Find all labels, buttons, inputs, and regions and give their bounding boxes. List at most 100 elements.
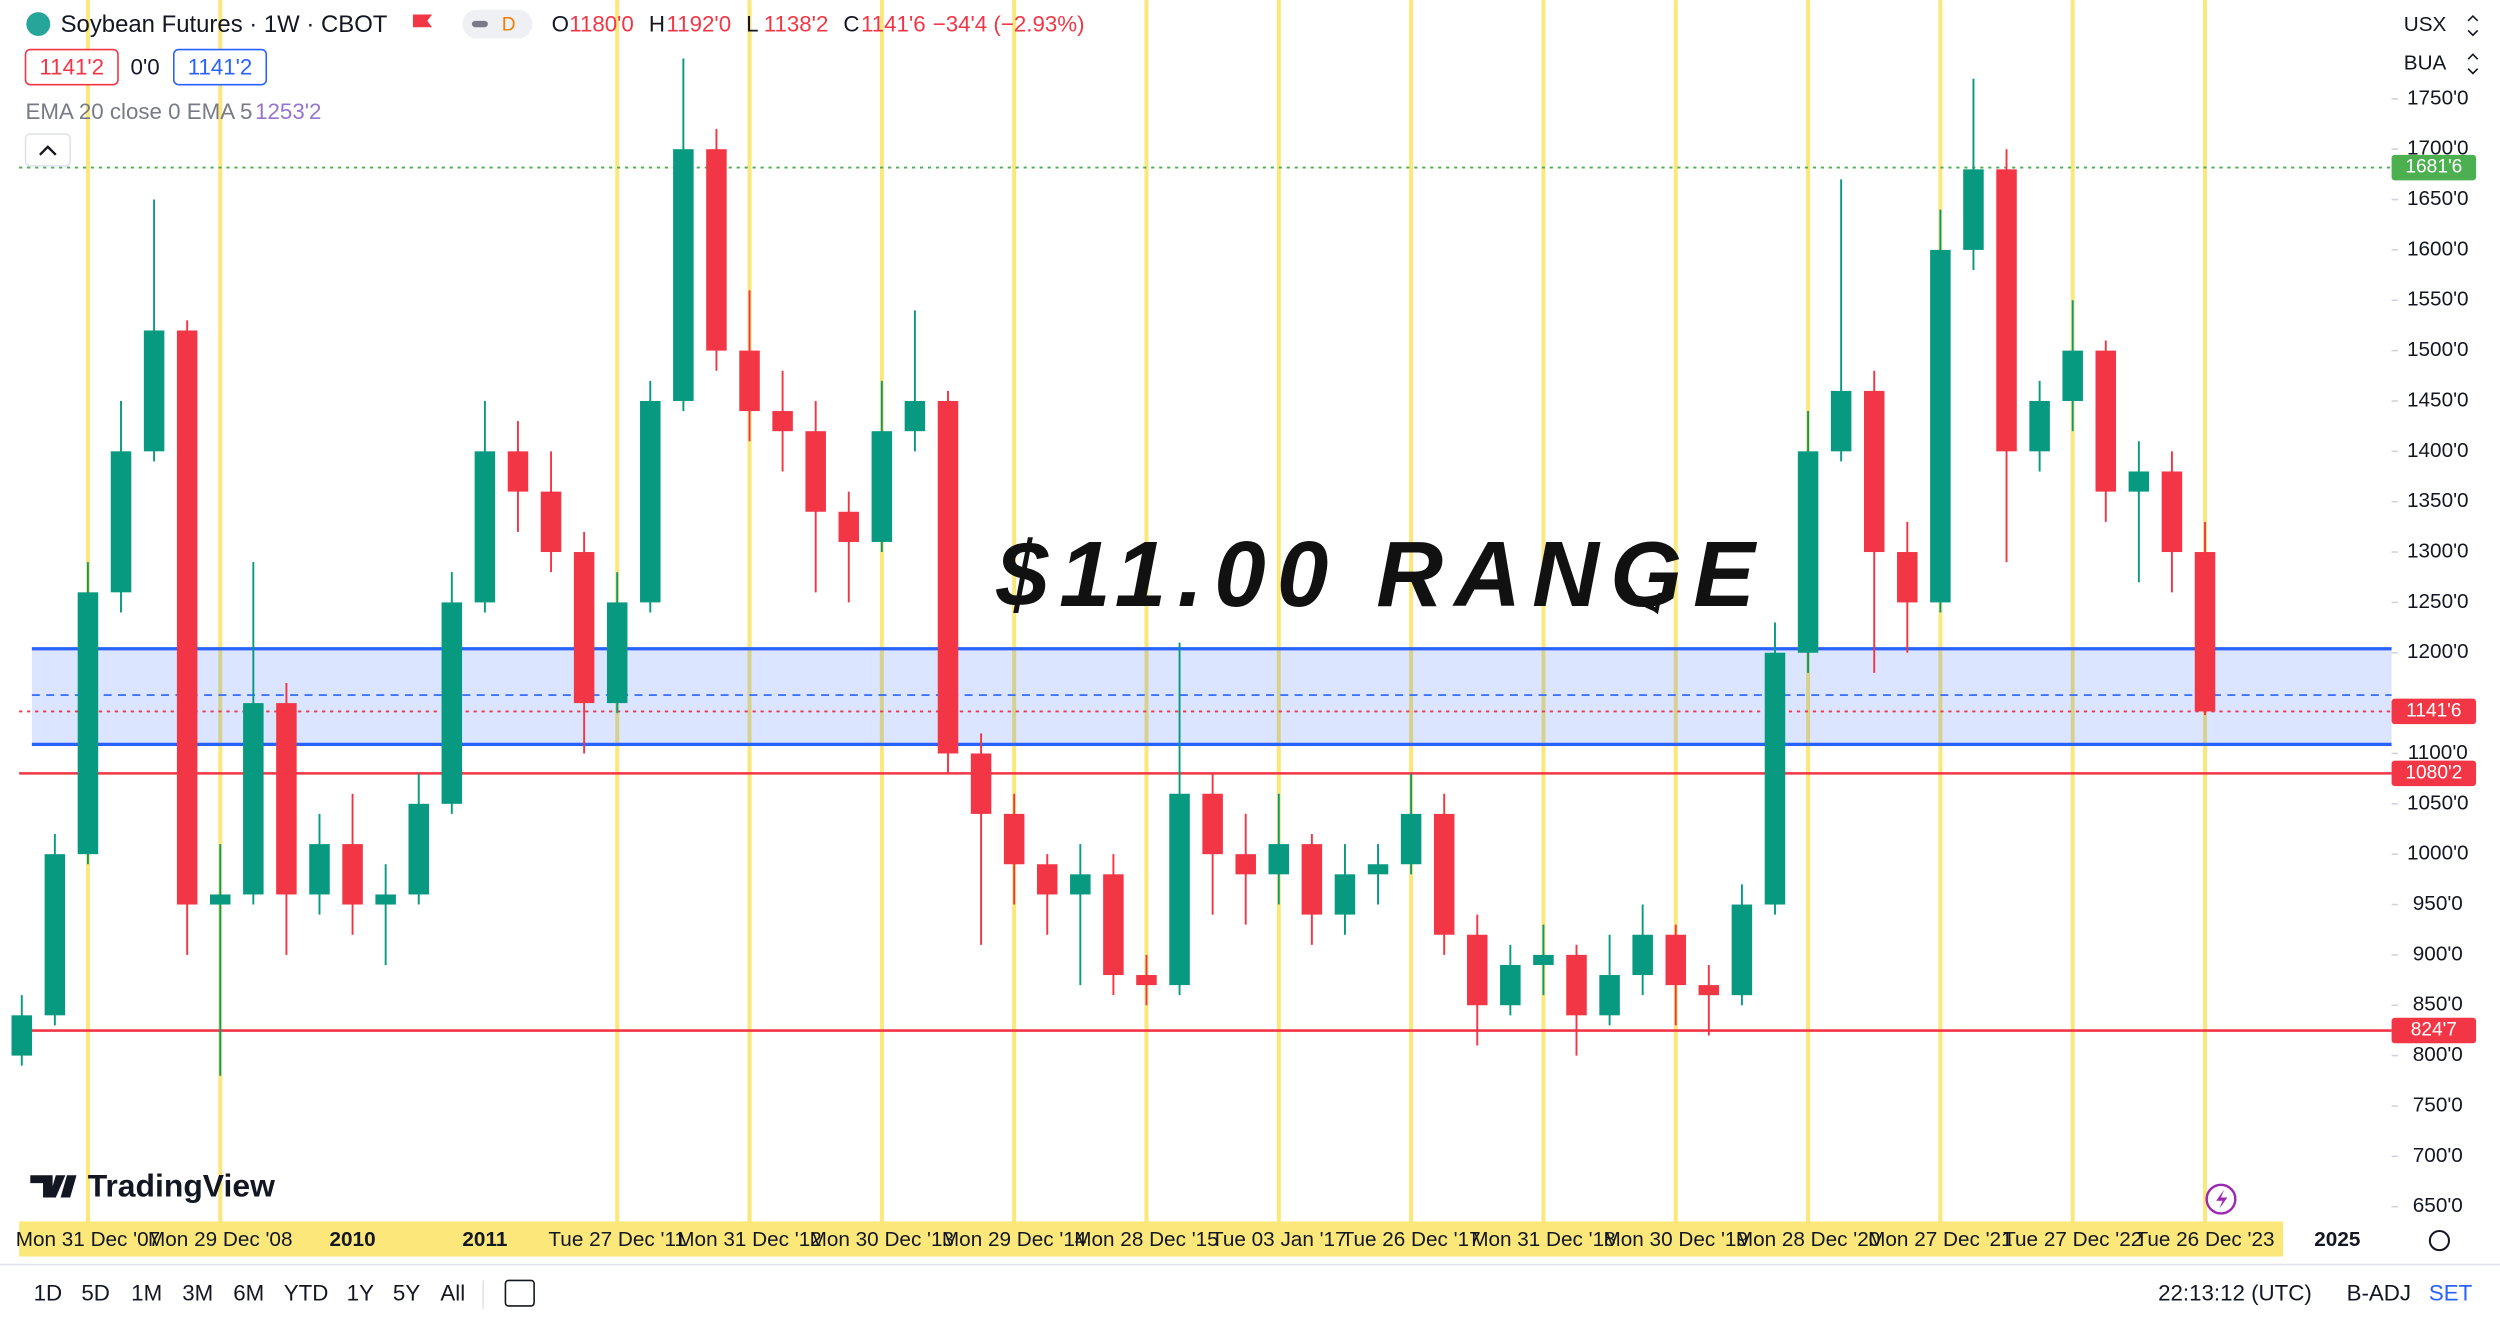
interval-badge: D [502, 15, 516, 36]
flag-icon[interactable] [412, 14, 433, 28]
range-button[interactable]: All [440, 1281, 465, 1306]
level-label-bg [2391, 760, 2477, 787]
clock: 22:13:12 (UTC) [2158, 1281, 2312, 1306]
candle-body [970, 753, 992, 814]
candle-body [904, 400, 926, 432]
candle-body [1467, 934, 1488, 1006]
y-tick-label: 1600'0 [2407, 237, 2469, 260]
range-button[interactable]: 6M [233, 1281, 264, 1306]
candle-body [2194, 552, 2216, 712]
x-tick-label: Mon 28 Dec '20 [1736, 1228, 1880, 1251]
bid: 1141'2 [39, 55, 104, 80]
candle-body [441, 602, 463, 804]
candle-body [1136, 975, 1157, 986]
y-tick-label: 900'0 [2413, 942, 2463, 965]
range-button[interactable]: 5Y [393, 1281, 420, 1306]
symbol-logo [26, 12, 51, 37]
candle-body [871, 431, 893, 542]
y-tick-label: 1200'0 [2407, 640, 2469, 663]
candle-body [739, 350, 760, 412]
y-tick-label: 1050'0 [2407, 791, 2469, 814]
range-button[interactable]: 1M [131, 1281, 162, 1306]
range-button[interactable]: YTD [284, 1281, 329, 1306]
x-tick-label: Mon 31 Dec '12 [677, 1228, 821, 1251]
tv-logo-mark [30, 1175, 77, 1198]
y-tick-label: 1000'0 [2407, 842, 2469, 865]
y-tick-label: 1700'0 [2407, 137, 2469, 160]
candle-body [342, 844, 363, 905]
axis-settings[interactable] [2428, 1229, 2451, 1252]
level-label-bg [2391, 154, 2477, 181]
bid-box[interactable] [24, 48, 119, 86]
level-label: 1681'6 [2405, 157, 2462, 178]
ohlc-value: 1141'6 [861, 12, 926, 37]
level-label-bg [2391, 1017, 2477, 1044]
candle-body [1963, 169, 1984, 250]
y-tick-label: 1500'0 [2407, 338, 2469, 361]
candle-body [1830, 390, 1852, 452]
x-tick-label: Mon 29 Dec '14 [942, 1228, 1086, 1251]
ohlc-key: L [746, 12, 758, 37]
range-button[interactable]: 5D [81, 1281, 110, 1306]
candle-body [1930, 249, 1951, 603]
x-tick-label: 2010 [330, 1228, 376, 1251]
collapse-button[interactable] [24, 133, 71, 167]
candle-body [210, 894, 231, 905]
x-tick-label: 2011 [462, 1228, 507, 1251]
candle-body [507, 451, 529, 492]
range-button[interactable]: 1D [34, 1281, 63, 1306]
x-tick-label: Mon 31 Dec '18 [1471, 1228, 1615, 1251]
level-label: 1080'2 [2405, 762, 2462, 783]
ask: 1141'2 [188, 55, 253, 80]
time-axis-highlight [19, 1221, 2284, 1257]
level-label: 1141'6 [2406, 700, 2461, 721]
candle-body [1665, 934, 1686, 986]
y-tick-label: 1400'0 [2407, 439, 2469, 462]
range-button[interactable]: 1Y [347, 1281, 374, 1306]
x-tick-label: 2025 [2314, 1228, 2360, 1251]
range-button[interactable]: 3M [182, 1281, 213, 1306]
goto-date-icon[interactable] [504, 1279, 535, 1307]
ask-box[interactable] [172, 48, 268, 86]
candle-body [1863, 390, 1885, 553]
candle-body [1731, 904, 1753, 996]
candle-body [110, 451, 132, 593]
level-label: 824'7 [2411, 1020, 2457, 1041]
y-tick-label: 1250'0 [2407, 590, 2469, 613]
candle-body [1235, 854, 1256, 875]
x-tick-label: Mon 31 Dec '07 [16, 1228, 160, 1251]
candle-body [1103, 874, 1124, 976]
range-buttons: 1D 5D 1M 3M 6M YTD 1Y 5Y All [34, 1281, 466, 1306]
candle-body [1433, 813, 1455, 935]
ohlc-key: O [552, 12, 569, 37]
candle-body [1566, 954, 1587, 1016]
candle-body [408, 803, 429, 895]
candle-body [1599, 975, 1620, 1016]
y-tick-label: 850'0 [2413, 993, 2463, 1016]
candle-body [1698, 985, 1720, 996]
y-tick-label: 1650'0 [2407, 187, 2469, 210]
candle-body [1003, 813, 1025, 865]
price-change: −34'4 (−2.93%) [933, 12, 1085, 37]
ohlc-values: O 1180'0 H 1192'0 L 1138'2 C 1141'6 [552, 12, 926, 37]
currency-button[interactable] [2396, 6, 2483, 45]
x-tick-label: Tue 26 Dec '17 [1342, 1228, 1481, 1251]
y-tick-label: 650'0 [2413, 1194, 2463, 1217]
settings-toggle[interactable]: SET [2429, 1281, 2473, 1306]
adjust-toggle[interactable]: B-ADJ [2347, 1281, 2411, 1306]
tv-logo-text: TradingView [88, 1167, 275, 1203]
x-tick-label: Mon 30 Dec '13 [810, 1228, 954, 1251]
x-tick-label: Tue 27 Dec '11 [548, 1228, 686, 1251]
candle-body [2029, 400, 2050, 452]
status-pill[interactable] [462, 9, 533, 39]
candle-body [606, 602, 628, 704]
candle-body [1533, 954, 1554, 965]
dropdown-icons [2467, 14, 2479, 75]
y-tick-label: 700'0 [2413, 1144, 2463, 1167]
candle-body [706, 149, 727, 351]
candle-body [2128, 471, 2150, 492]
candle-body [2062, 350, 2083, 401]
